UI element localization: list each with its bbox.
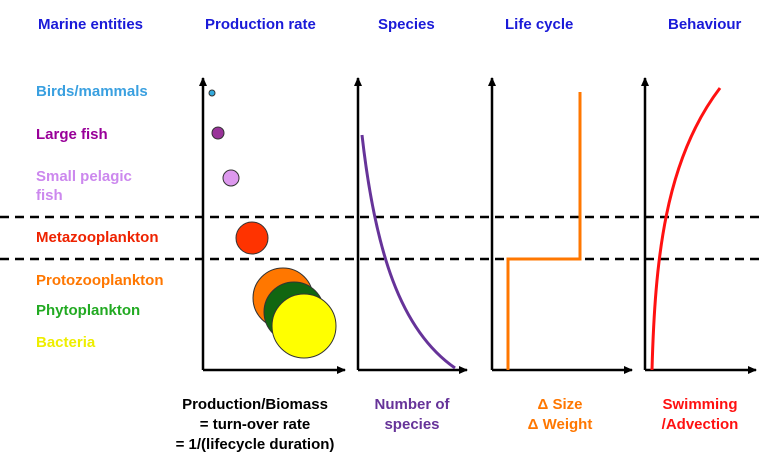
entity-label: Bacteria [36,334,96,351]
entity-label: Protozooplankton [36,272,164,289]
entity-label: Small pelagic [36,168,132,185]
texts: Marine entities Production rate Species Lif… [36,16,742,453]
entity-label: Phytoplankton [36,302,140,319]
axis-label: species [384,416,439,433]
axis-label: Δ Size [538,396,583,413]
entity-label: Metazooplankton [36,229,159,246]
bubble [208,89,216,97]
entity-label: fish [36,187,63,204]
species-curve [360,134,456,370]
bubble [211,126,225,140]
bubble [222,169,240,187]
column-header: Life cycle [505,16,573,33]
column-header: Marine entities [38,16,143,33]
bubble [271,293,337,359]
axis-label: = turn-over rate [200,416,310,433]
behaviour-curve [650,87,722,371]
bubble [235,221,269,255]
entity-label: Large fish [36,126,108,143]
column-header: Behaviour [668,16,742,33]
entity-label: Birds/mammals [36,83,148,100]
column-header: Production rate [205,16,316,33]
column-header: Species [378,16,435,33]
axis-label: Number of [375,396,451,413]
axis-label: /Advection [662,416,739,433]
axis-label: Production/Biomass [182,396,328,413]
axis-label: Δ Weight [528,416,593,433]
lifecycle-step [506,92,582,370]
axis-label: Swimming [662,396,737,413]
axis-label: = 1/(lifecycle duration) [176,436,335,453]
